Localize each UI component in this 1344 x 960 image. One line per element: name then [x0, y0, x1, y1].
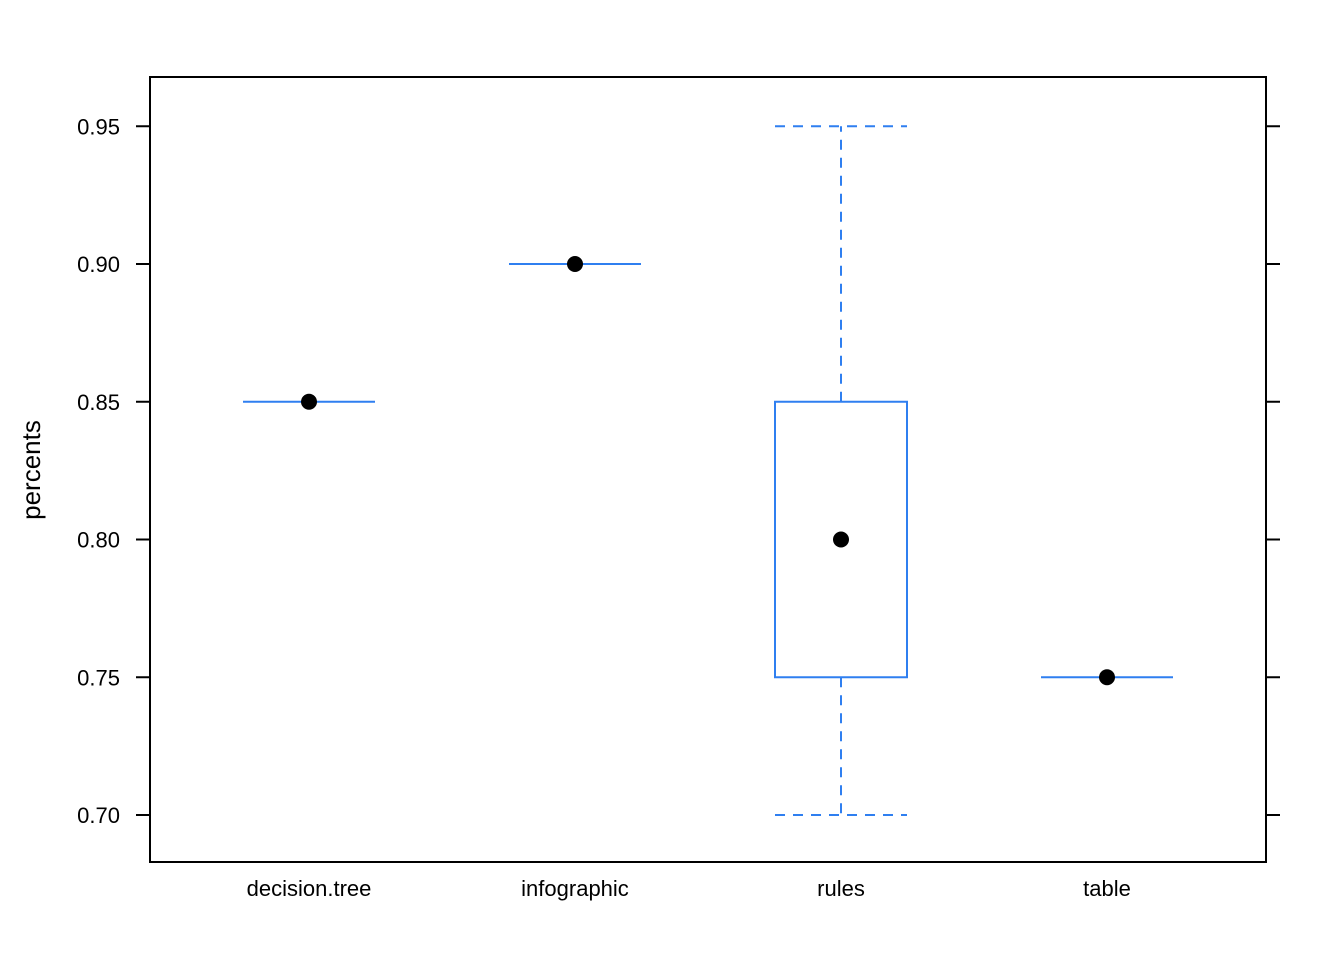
- x-tick-label: rules: [817, 876, 865, 901]
- y-tick-label: 0.80: [77, 528, 120, 553]
- y-tick-label: 0.70: [77, 803, 120, 828]
- y-tick-label: 0.90: [77, 252, 120, 277]
- box-rules: [774, 125, 908, 816]
- median-point: [567, 256, 583, 272]
- box-series: [243, 125, 1173, 816]
- y-tick-label: 0.75: [77, 665, 120, 690]
- box-rect: [774, 400, 908, 679]
- median-point: [833, 531, 849, 548]
- box-infographic: [509, 256, 641, 272]
- median-point: [301, 393, 317, 410]
- x-tick-label: infographic: [521, 876, 629, 901]
- x-tick-label: table: [1083, 876, 1131, 901]
- box-decision.tree: [243, 393, 375, 410]
- y-axis: 0.70 0.75 0.80 0.85 0.90 0.95: [77, 114, 1280, 828]
- x-axis: decision.tree infographic rules table: [247, 876, 1131, 901]
- y-tick-label: 0.95: [77, 114, 120, 139]
- box-table: [1041, 669, 1173, 686]
- y-axis-title: percents: [16, 420, 46, 520]
- x-tick-label: decision.tree: [247, 876, 372, 901]
- median-point: [1099, 669, 1115, 686]
- y-tick-label: 0.85: [77, 390, 120, 415]
- plot-frame: [149, 76, 1267, 863]
